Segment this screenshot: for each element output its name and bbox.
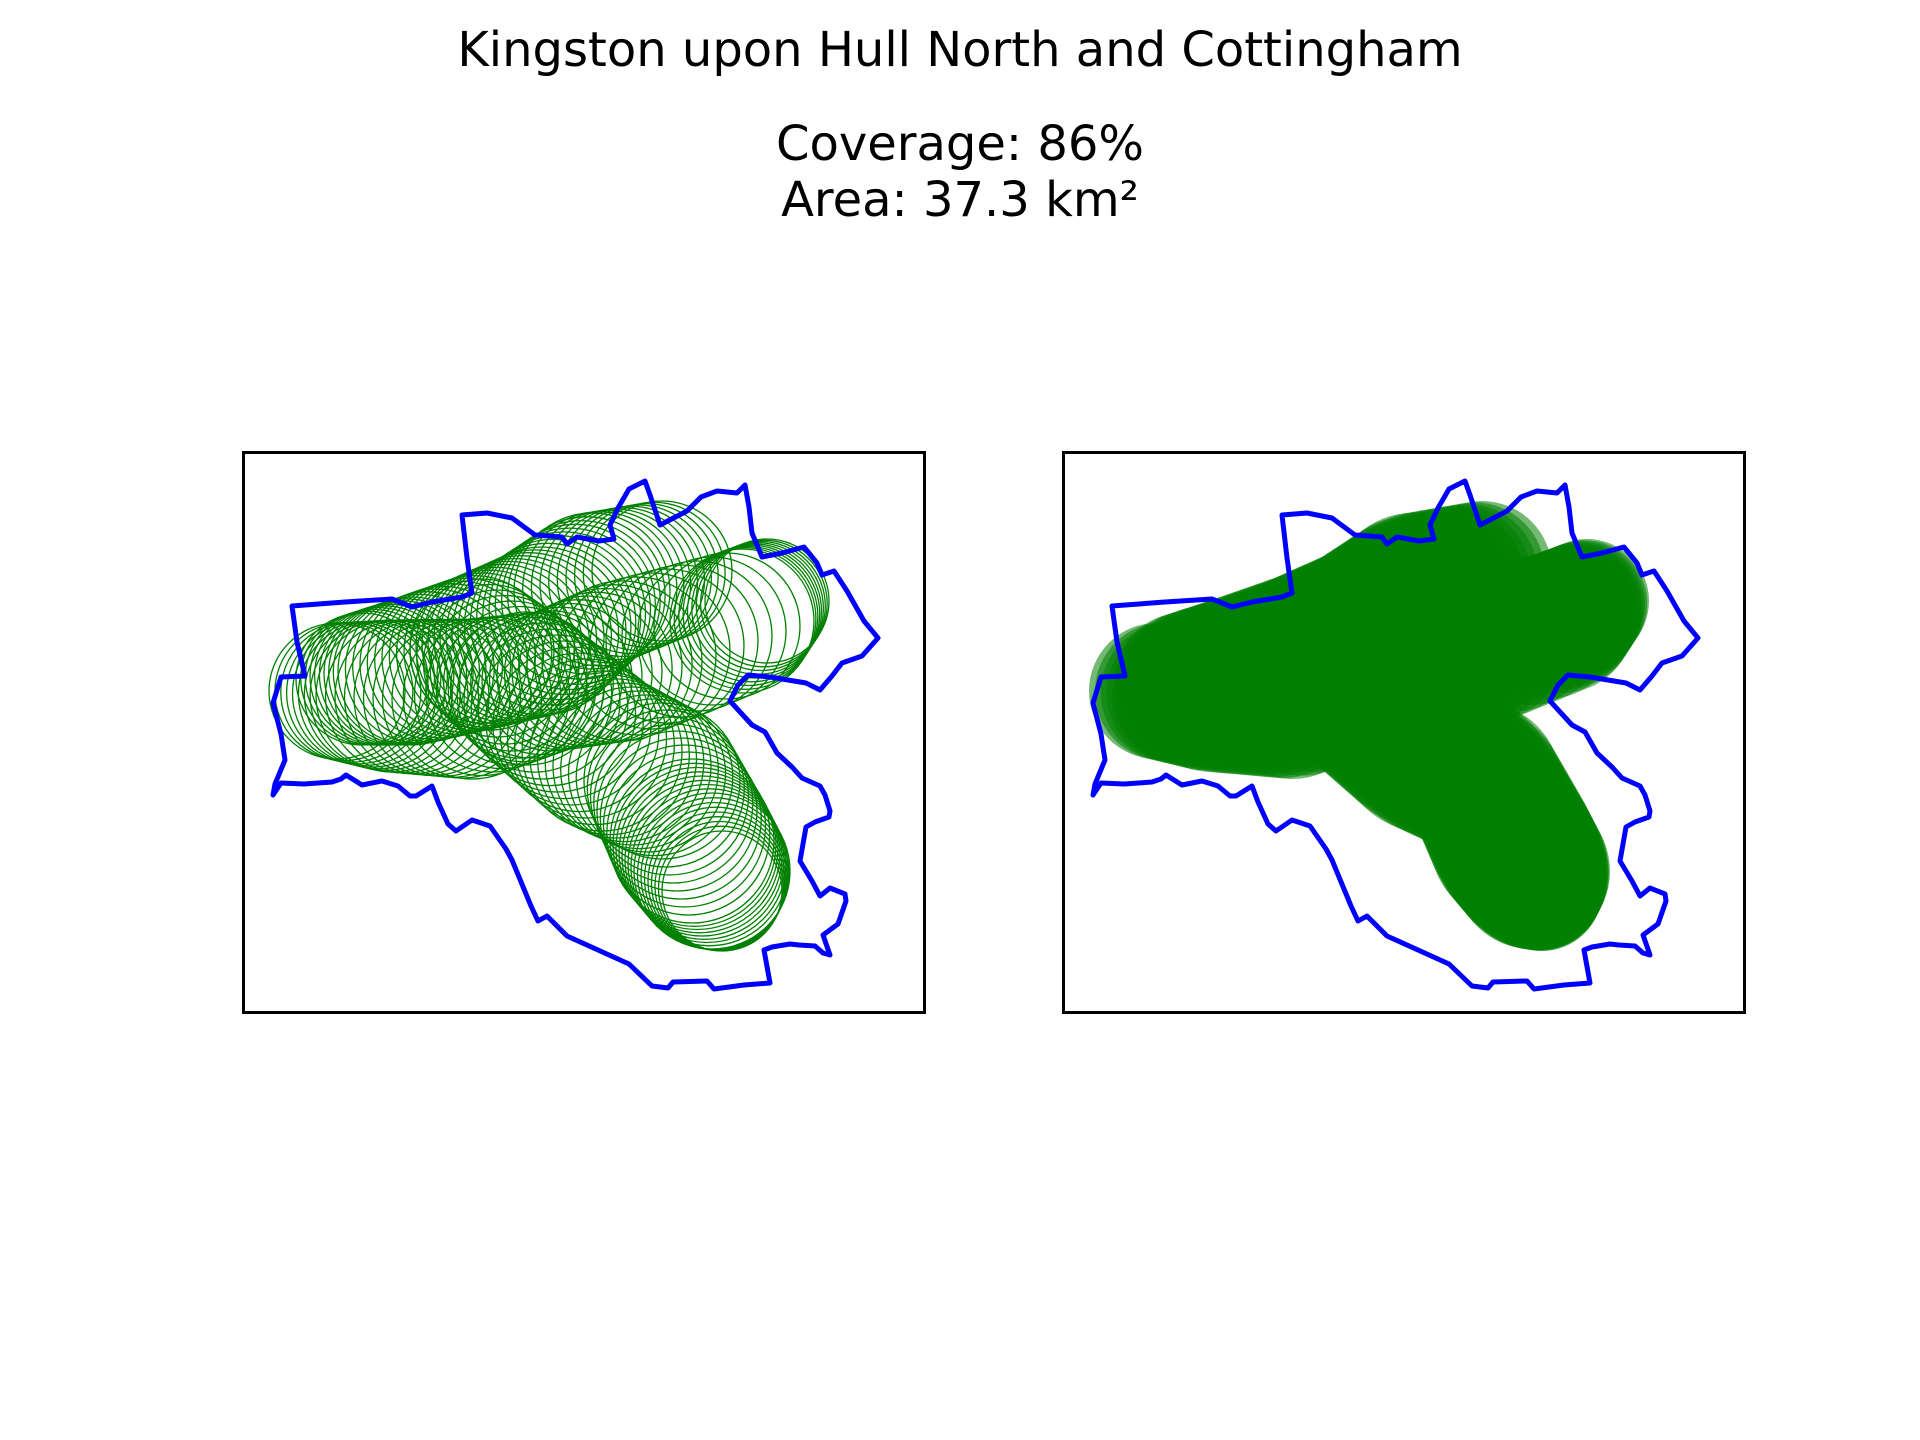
coverage-circle (1525, 539, 1649, 663)
coverage-circle (661, 830, 783, 952)
coverage-circle (695, 540, 826, 672)
coverage-circle (606, 751, 771, 916)
constituency-boundary (270, 478, 881, 992)
coverage-circle (533, 584, 693, 743)
coverage-circle (436, 600, 588, 752)
coverage-circle (682, 544, 821, 683)
coverage-circle (503, 599, 653, 748)
coverage-circle (544, 682, 705, 843)
coverage-circle (456, 616, 613, 773)
map-panel-outline-circles (242, 451, 926, 1014)
coverage-circle (583, 702, 741, 860)
coverage-circle (624, 779, 785, 940)
coverage-circle (511, 595, 663, 747)
constituency-boundary (1090, 478, 1701, 992)
coverage-circle (704, 538, 830, 664)
coverage-circle (673, 547, 817, 690)
coverage-circle (492, 646, 652, 806)
coverage-circle (602, 744, 767, 908)
coverage-circle (593, 723, 754, 884)
coverage-circles (1089, 501, 1649, 951)
coverage-circle (433, 557, 598, 722)
coverage-circle (552, 686, 712, 846)
coverage-circle (529, 674, 690, 836)
coverage-circle (669, 548, 815, 694)
coverage-circles (268, 500, 830, 952)
coverage-circle (518, 591, 673, 746)
coverage-label: Coverage: 86% (775, 116, 1145, 172)
coverage-circle (678, 545, 819, 687)
coverage-circle (496, 602, 643, 750)
coverage-circle (485, 640, 644, 800)
coverage-circle (463, 622, 621, 780)
coverage-circle (567, 694, 727, 853)
coverage-circle (422, 589, 572, 738)
coverage-circle (699, 539, 828, 668)
coverage-circle (573, 502, 719, 648)
coverage-circle (605, 564, 759, 718)
map-panel-filled-circles (1062, 451, 1746, 1014)
coverage-circle (499, 652, 660, 813)
coverage-circle (429, 594, 580, 745)
coverage-circle (470, 628, 629, 787)
coverage-circle (514, 664, 675, 826)
coverage-circle (451, 549, 620, 718)
coverage-circle (416, 583, 563, 731)
area-label: Area: 37.3 km² (781, 172, 1139, 228)
coverage-circle (1482, 831, 1602, 951)
coverage-circle (409, 578, 555, 724)
figure-title: Kingston upon Hull North and Cottingham (457, 22, 1463, 78)
coverage-circle (575, 698, 734, 857)
figure-subtitle: Coverage: 86% Area: 37.3 km² (0, 116, 1920, 228)
coverage-circle (449, 611, 605, 766)
coverage-circle (591, 500, 733, 642)
